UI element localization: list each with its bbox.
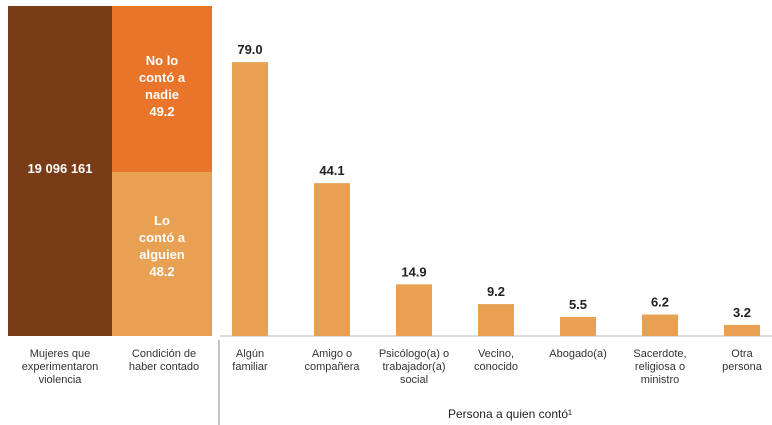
bar-value-label: 9.2 bbox=[487, 284, 505, 299]
no-conto-segment bbox=[112, 6, 212, 172]
bar-category-line: Abogado(a) bbox=[549, 348, 607, 360]
stack-category-line: haber contado bbox=[128, 361, 200, 373]
si-conto-label: Lo contó a alguien 48.2 bbox=[112, 212, 212, 280]
bar-category-line: religiosa o bbox=[634, 361, 686, 373]
bar-value-label: 5.5 bbox=[569, 297, 587, 312]
x-axis-title: Persona a quien contó¹ bbox=[447, 407, 573, 421]
total-women-bar bbox=[8, 6, 112, 336]
stack-category-line: experimentaron bbox=[21, 361, 99, 373]
bar bbox=[478, 304, 514, 336]
bar bbox=[396, 284, 432, 336]
bar-category-line: Sacerdote, bbox=[633, 348, 687, 360]
bar-value-label: 3.2 bbox=[733, 305, 751, 320]
bar-category-label: Otra persona bbox=[701, 348, 772, 374]
bar-category-line: persona bbox=[722, 361, 762, 373]
si-conto-line: alguien bbox=[139, 247, 185, 262]
si-conto-line: Lo bbox=[154, 213, 170, 228]
bar-category-line: Amigo o bbox=[311, 348, 353, 360]
bar-category-label: Abogado(a) bbox=[537, 348, 619, 361]
bar-category-label: Psicólogo(a) o trabajador(a) social bbox=[373, 348, 455, 387]
bar bbox=[314, 183, 350, 336]
bar-category-line: conocido bbox=[473, 361, 519, 373]
bar-category-label: Sacerdote, religiosa o ministro bbox=[619, 348, 701, 387]
bar-category-line: familiar bbox=[232, 361, 268, 373]
bar-category-label: Algún familiar bbox=[209, 348, 291, 374]
bar bbox=[642, 314, 678, 336]
bar-category-line: Algún bbox=[235, 348, 265, 360]
bar-value-label: 14.9 bbox=[401, 264, 426, 279]
stacked-summary-bars: 19 096 161 No lo contó a nadie 49.2 Lo c… bbox=[8, 6, 212, 336]
no-conto-label: No lo contó a nadie 49.2 bbox=[112, 52, 212, 120]
bar bbox=[560, 316, 596, 336]
stack-category-line: Condición de bbox=[131, 348, 197, 360]
bar-category-label: Amigo o compañera bbox=[291, 348, 373, 374]
bar-category-label: Vecino, conocido bbox=[455, 348, 537, 374]
no-conto-line: nadie bbox=[145, 87, 179, 102]
bar-category-line: Vecino, bbox=[477, 348, 515, 360]
no-conto-line: contó a bbox=[138, 70, 186, 85]
si-conto-value: 48.2 bbox=[149, 264, 175, 279]
si-conto-line: contó a bbox=[138, 230, 186, 245]
stack-category-label: Condición de haber contado bbox=[112, 348, 216, 374]
no-conto-line: No lo bbox=[145, 53, 179, 68]
bar-category-line: Psicólogo(a) o bbox=[378, 348, 450, 360]
bar-category-line: compañera bbox=[304, 361, 360, 373]
bar-category-line: trabajador(a) bbox=[382, 361, 446, 373]
bar-value-label: 44.1 bbox=[319, 163, 344, 178]
bar-value-label: 6.2 bbox=[651, 295, 669, 310]
bar-category-line: Otra bbox=[731, 348, 753, 360]
si-conto-segment bbox=[112, 172, 212, 336]
stack-category-line: Mujeres que bbox=[29, 348, 91, 360]
stack-category-line: violencia bbox=[38, 374, 82, 386]
bar-category-line: social bbox=[399, 374, 429, 386]
no-conto-value: 49.2 bbox=[149, 104, 175, 119]
stack-category-label: Mujeres que experimentaron violencia bbox=[8, 348, 112, 387]
total-women-label: 19 096 161 bbox=[27, 161, 93, 176]
bar bbox=[232, 62, 268, 337]
bar-category-line: ministro bbox=[640, 374, 680, 386]
bar-value-label: 79.0 bbox=[237, 42, 262, 57]
bar bbox=[724, 324, 760, 336]
